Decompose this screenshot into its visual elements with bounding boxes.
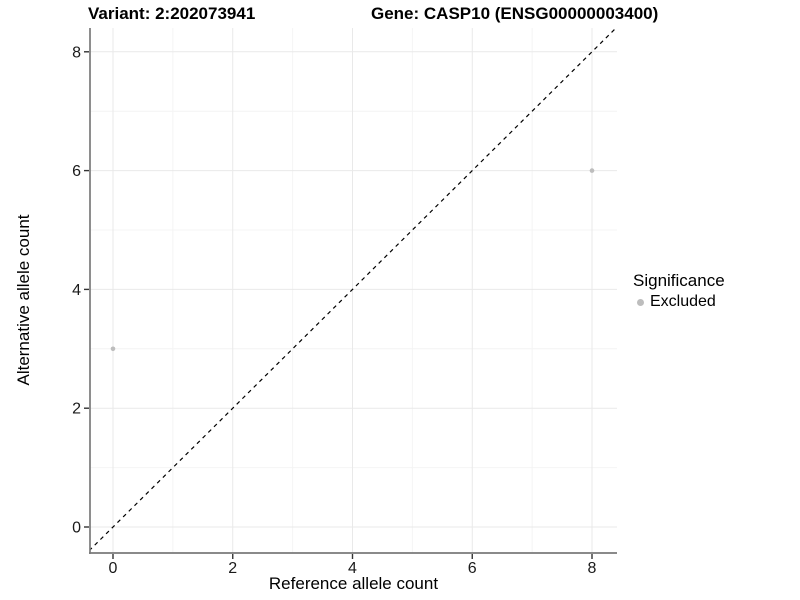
- x-tick-label: 8: [588, 560, 597, 577]
- legend-item-label: Excluded: [650, 293, 716, 310]
- variant-title: Variant: 2:202073941: [88, 4, 256, 23]
- y-tick-label: 2: [72, 401, 81, 418]
- data-point: [589, 168, 595, 173]
- x-tick-label: 2: [228, 560, 237, 577]
- legend: Significance Excluded: [633, 271, 725, 311]
- x-axis-label: Reference allele count: [268, 574, 439, 593]
- y-tick-label: 6: [72, 163, 81, 180]
- x-tick-label: 6: [468, 560, 477, 577]
- legend-title: Significance: [633, 271, 725, 290]
- identity-reference-line: [90, 28, 617, 551]
- y-tick-label: 0: [72, 520, 81, 537]
- y-axis-label: Alternative allele count: [14, 214, 33, 386]
- y-tick-label: 4: [72, 282, 81, 299]
- data-point: [110, 346, 116, 352]
- gene-title: Gene: CASP10 (ENSG00000003400): [371, 4, 659, 23]
- x-tick-label: 0: [109, 560, 118, 577]
- y-tick-label: 8: [72, 44, 81, 61]
- x-tick-label: 4: [348, 560, 357, 577]
- legend-point-icon: [637, 298, 644, 306]
- legend-item-excluded: Excluded: [633, 293, 725, 311]
